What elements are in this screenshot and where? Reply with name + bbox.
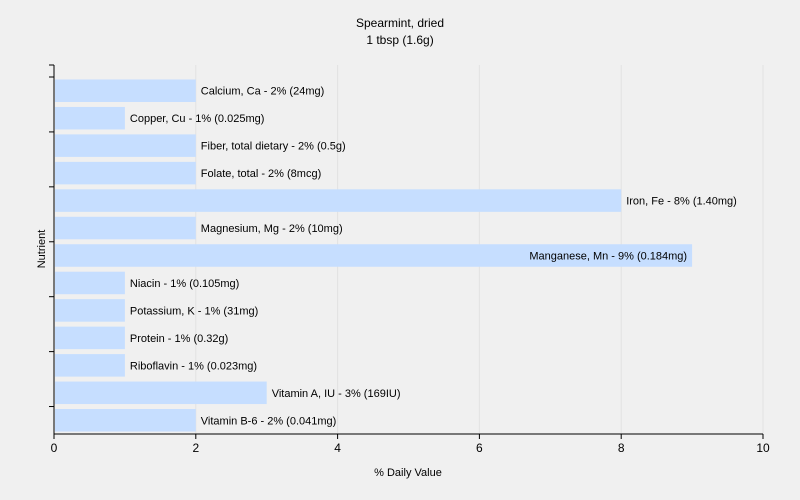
x-tick-label-5: 10 — [756, 441, 770, 455]
chart-subtitle: 1 tbsp (1.6g) — [366, 33, 433, 47]
bar-label-4: Iron, Fe - 8% (1.40mg) — [626, 196, 737, 208]
bar-5 — [55, 216, 196, 240]
bar-label-9: Protein - 1% (0.32g) — [130, 333, 228, 345]
bar-label-1: Copper, Cu - 1% (0.025mg) — [130, 113, 265, 125]
bar-8 — [55, 299, 125, 322]
bar-2 — [55, 134, 196, 157]
x-tick-label-0: 0 — [51, 441, 58, 455]
bar-10 — [55, 354, 125, 377]
bar-0 — [55, 79, 196, 102]
y-axis-title: Nutrient — [36, 230, 48, 269]
bar-12 — [55, 409, 196, 432]
bar-6 — [55, 244, 693, 267]
bar-1 — [55, 106, 125, 130]
bar-label-3: Folate, total - 2% (8mcg) — [201, 168, 321, 180]
bar-label-10: Riboflavin - 1% (0.023mg) — [130, 360, 257, 372]
x-tick-label-4: 8 — [618, 441, 625, 455]
bars-group: Calcium, Ca - 2% (24mg) Copper, Cu - 1% (… — [55, 79, 737, 432]
bar-label-12: Vitamin B-6 - 2% (0.041mg) — [201, 415, 337, 427]
bar-label-5: Magnesium, Mg - 2% (10mg) — [201, 223, 343, 235]
axes-group: 0 2 4 6 8 10 — [49, 64, 770, 455]
x-tick-label-2: 4 — [334, 441, 341, 455]
bar-4 — [55, 189, 622, 212]
bar-11 — [55, 381, 267, 405]
bar-label-7: Niacin - 1% (0.105mg) — [130, 278, 239, 290]
bar-label-8: Potassium, K - 1% (31mg) — [130, 305, 258, 317]
bar-label-0: Calcium, Ca - 2% (24mg) — [201, 86, 324, 98]
chart-title: Spearmint, dried — [356, 16, 444, 30]
x-tick-label-1: 2 — [192, 441, 199, 455]
bar-label-2: Fiber, total dietary - 2% (0.5g) — [201, 141, 346, 153]
bar-label-11: Vitamin A, IU - 3% (169IU) — [272, 388, 401, 400]
x-axis-title: % Daily Value — [374, 467, 442, 479]
x-tick-label-3: 6 — [476, 441, 483, 455]
bar-7 — [55, 271, 125, 295]
bar-label-6: Manganese, Mn - 9% (0.184mg) — [529, 251, 687, 263]
bar-9 — [55, 326, 125, 350]
bar-3 — [55, 161, 196, 185]
